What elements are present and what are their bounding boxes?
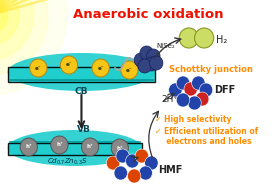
Text: h⁺: h⁺ [87, 145, 94, 149]
Circle shape [134, 53, 148, 67]
Text: VB: VB [77, 125, 91, 135]
Circle shape [114, 166, 127, 180]
Circle shape [150, 56, 163, 70]
Circle shape [30, 59, 47, 77]
Text: HMF: HMF [158, 165, 183, 175]
Text: Anaerobic oxidation: Anaerobic oxidation [73, 8, 224, 21]
Circle shape [0, 0, 67, 95]
Circle shape [195, 28, 214, 48]
Circle shape [20, 138, 37, 156]
FancyBboxPatch shape [8, 143, 142, 155]
Text: e⁻: e⁻ [126, 67, 133, 73]
Text: DFF: DFF [214, 85, 235, 95]
Circle shape [121, 61, 138, 79]
Circle shape [116, 149, 129, 163]
Circle shape [145, 57, 158, 71]
Text: Cd$_{0.7}$Zn$_{0.3}$S: Cd$_{0.7}$Zn$_{0.3}$S [47, 157, 87, 167]
Text: ✓ Efficient utilization of: ✓ Efficient utilization of [155, 126, 258, 136]
Circle shape [169, 83, 182, 97]
Circle shape [195, 92, 209, 106]
Circle shape [92, 59, 109, 77]
Circle shape [179, 28, 198, 48]
Circle shape [81, 138, 99, 156]
Ellipse shape [8, 130, 142, 166]
Text: Schottky junction: Schottky junction [169, 66, 253, 74]
Circle shape [147, 49, 160, 63]
Circle shape [125, 154, 139, 168]
Circle shape [145, 156, 158, 170]
Text: e⁻: e⁻ [97, 66, 104, 70]
Circle shape [0, 0, 48, 75]
Circle shape [127, 169, 141, 183]
Circle shape [140, 46, 153, 60]
Circle shape [106, 156, 120, 170]
Circle shape [188, 96, 201, 110]
Text: 2H⁺: 2H⁺ [161, 95, 178, 105]
Ellipse shape [8, 53, 155, 91]
Circle shape [199, 83, 213, 97]
Text: NiSe₂: NiSe₂ [156, 43, 175, 49]
Text: H₂: H₂ [216, 35, 227, 45]
Circle shape [176, 76, 190, 90]
Circle shape [51, 136, 68, 154]
Text: electrons and holes: electrons and holes [161, 136, 251, 146]
Circle shape [60, 56, 78, 74]
Text: h⁺: h⁺ [25, 145, 32, 149]
Circle shape [111, 139, 129, 157]
Text: e⁻: e⁻ [35, 66, 42, 70]
Circle shape [0, 0, 8, 33]
Text: ✓ High selectivity: ✓ High selectivity [155, 115, 232, 125]
Circle shape [184, 82, 197, 96]
Circle shape [0, 0, 19, 45]
Circle shape [192, 76, 205, 90]
Circle shape [139, 166, 152, 180]
Circle shape [0, 0, 34, 60]
FancyBboxPatch shape [8, 67, 155, 82]
Text: CB: CB [75, 88, 88, 97]
Circle shape [135, 149, 148, 163]
Text: e⁻: e⁻ [66, 63, 72, 67]
Circle shape [176, 93, 190, 107]
Text: h⁺: h⁺ [56, 143, 63, 147]
Text: h⁺: h⁺ [116, 146, 123, 150]
Circle shape [138, 59, 151, 73]
